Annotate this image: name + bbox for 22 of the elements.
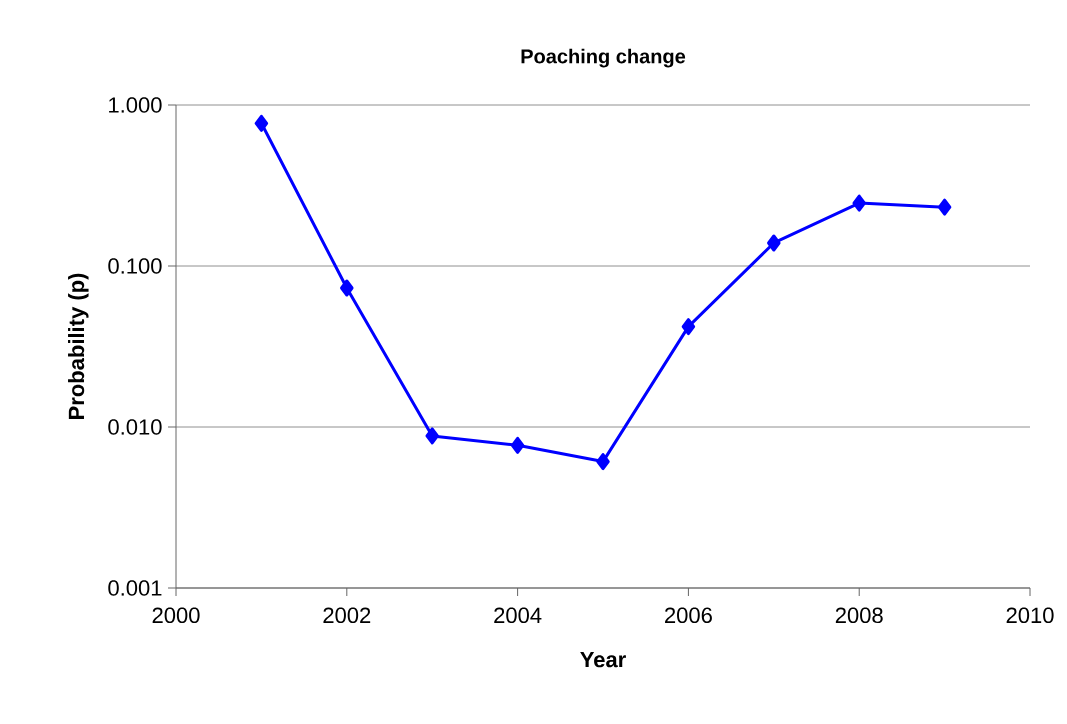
point [254,114,269,132]
x-axis-title: Year [580,651,626,668]
point [510,436,525,454]
point [937,198,952,216]
x-tick-label: 2002 [323,607,371,624]
y-tick-label: 0.001 [108,580,162,596]
point [681,318,696,336]
x-tick-label: 2004 [494,607,542,624]
y-tick-label: 0.010 [108,419,162,435]
y-axis-title: Probability (p) [68,273,89,419]
y-tick-label: 0.100 [108,258,162,274]
point [340,279,354,297]
y-tick-label: 1.000 [109,97,162,113]
x-tick-label: 2008 [835,607,883,624]
x-tick-label: 2006 [665,607,712,624]
point [425,427,439,445]
point [767,234,781,252]
x-tick-label: 2010 [1006,607,1054,624]
point [852,194,866,212]
x-tick-label: 2000 [152,607,200,624]
point [596,453,610,471]
chart-title: Poaching change [521,48,686,68]
